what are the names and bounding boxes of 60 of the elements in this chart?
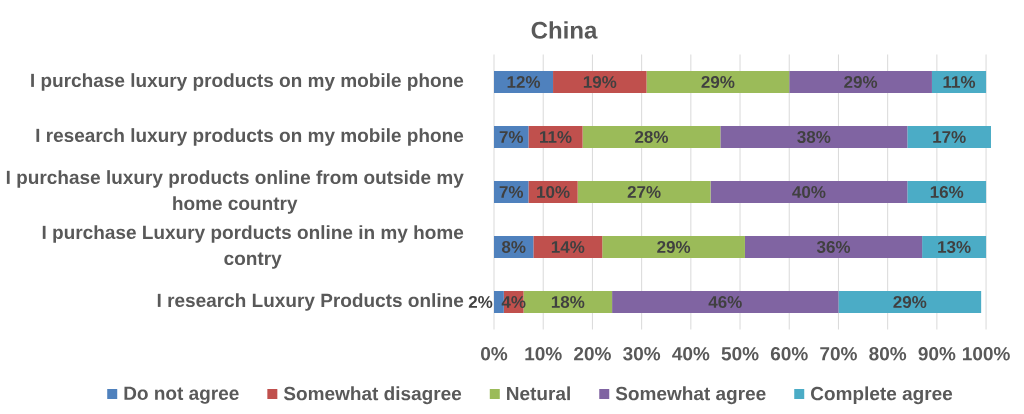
x-tick-label: 70% <box>820 347 857 361</box>
data-label: 29% <box>701 75 735 89</box>
x-tick-label: 60% <box>770 347 808 361</box>
data-label: 2% <box>468 295 493 308</box>
data-label: 28% <box>635 130 669 144</box>
bar <box>582 126 721 148</box>
data-label: 10% <box>537 185 570 199</box>
data-label: 11% <box>540 131 572 143</box>
data-label: 19% <box>583 75 617 89</box>
data-label: 29% <box>657 240 691 254</box>
bar <box>710 181 908 203</box>
data-label: 36% <box>816 240 851 254</box>
data-label: 17% <box>933 131 966 143</box>
bar <box>720 126 908 148</box>
bar <box>907 181 987 203</box>
bar <box>789 71 932 93</box>
x-tick-label: 50% <box>721 347 759 361</box>
data-label: 11% <box>943 76 976 88</box>
x-tick-label: 0% <box>481 347 508 361</box>
y-tick-label: I research luxury products on my mobile phone <box>36 128 464 146</box>
y-tick-label: I purchase Luxury porducts online in my home contry <box>42 225 464 269</box>
bar <box>602 236 745 258</box>
data-label: 8% <box>501 240 526 254</box>
data-label: 12% <box>507 75 541 88</box>
y-tick-label: I research Luxury Products online <box>157 293 464 311</box>
data-label: 27% <box>627 185 661 198</box>
data-label: 7% <box>499 186 524 198</box>
bar <box>612 290 839 313</box>
chart-title: China <box>531 21 598 39</box>
legend-label: Complete agree <box>811 386 953 405</box>
bar <box>646 71 790 93</box>
legend-label: Netural <box>507 386 570 401</box>
data-label: 29% <box>844 75 878 89</box>
bar <box>533 236 603 258</box>
x-tick-label: 20% <box>574 347 611 361</box>
bar <box>838 290 982 313</box>
y-tick-label: I purchase luxury products online from outside my home country <box>6 170 464 214</box>
data-label: 38% <box>797 130 831 144</box>
x-tick-label: 100% <box>962 347 1010 361</box>
x-tick-label: 40% <box>672 347 710 361</box>
x-tick-label: 30% <box>623 347 661 361</box>
bar <box>577 181 711 203</box>
legend-label: Do not agree <box>124 386 239 404</box>
legend-label: Somewhat agree <box>615 386 766 405</box>
x-tick-label: 90% <box>918 347 956 361</box>
y-tick-label: I purchase luxury products on my mobile phone <box>31 73 464 91</box>
legend-label: Somewhat disagree <box>283 386 462 405</box>
bar <box>553 71 647 93</box>
bar <box>907 126 991 148</box>
data-label: 18% <box>551 295 585 309</box>
data-label: 46% <box>708 295 742 309</box>
data-label: 40% <box>792 185 826 199</box>
data-label: 29% <box>893 295 927 309</box>
x-tick-label: 10% <box>525 347 562 361</box>
data-label: 14% <box>551 241 585 253</box>
data-label: 13% <box>938 240 971 254</box>
data-label: 7% <box>499 131 524 143</box>
x-tick-label: 80% <box>869 347 907 361</box>
data-label: 16% <box>930 185 964 199</box>
bar <box>744 236 923 258</box>
